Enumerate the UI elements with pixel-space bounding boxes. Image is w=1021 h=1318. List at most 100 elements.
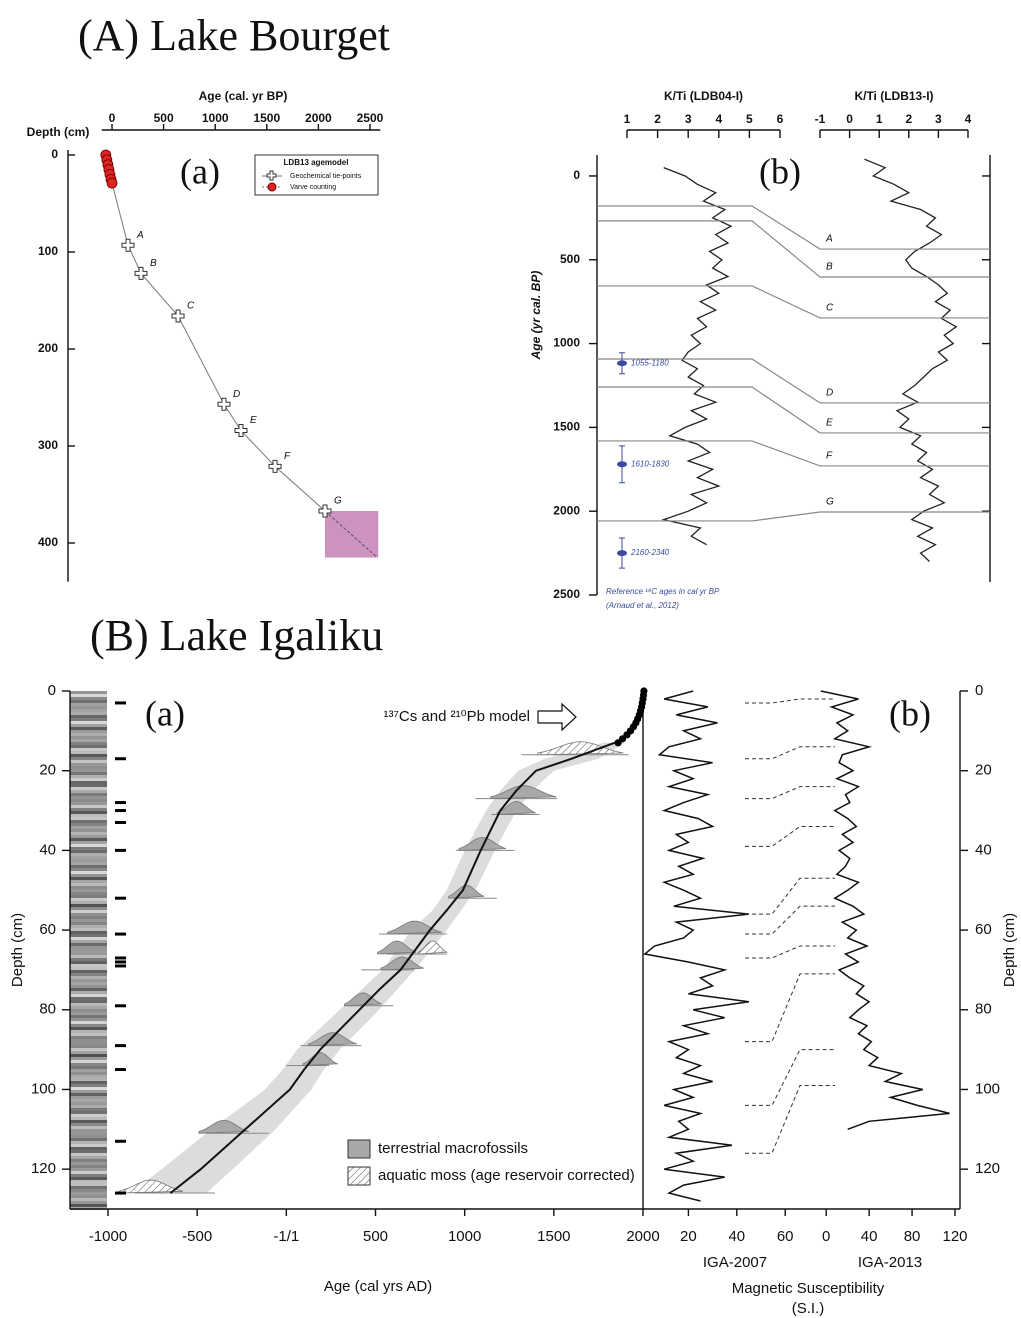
core-image xyxy=(70,691,107,1210)
date-distribution xyxy=(458,836,507,851)
core-stripe xyxy=(70,1174,107,1177)
core-stripe xyxy=(70,973,107,976)
legend-label: aquatic moss (age reservoir corrected) xyxy=(378,1167,635,1184)
core-stripe xyxy=(70,994,107,997)
y-tick-label: 0 xyxy=(51,147,58,161)
date-distribution xyxy=(490,785,557,799)
core-stripe xyxy=(70,742,107,745)
reference-label: 2160-2340 xyxy=(630,548,670,557)
tie-label: C xyxy=(826,303,834,314)
core-stripe xyxy=(70,985,107,988)
core-stripe xyxy=(70,991,107,994)
legend-label: Varve counting xyxy=(290,184,336,191)
core-stripe xyxy=(70,763,107,766)
core-stripe xyxy=(70,1036,107,1039)
pb-point xyxy=(614,739,622,747)
x-tick-label: -1000 xyxy=(89,1228,127,1245)
core-stripe xyxy=(70,1015,107,1018)
core-stripe xyxy=(70,1084,107,1087)
core-stripe xyxy=(70,850,107,853)
core-stripe xyxy=(70,1069,107,1072)
core-stripe xyxy=(70,982,107,985)
core-stripe xyxy=(70,808,107,811)
x-tick-label: 4 xyxy=(965,112,972,126)
core-stripe xyxy=(70,1099,107,1102)
y-tick-label: 500 xyxy=(560,252,580,266)
tie-point xyxy=(171,309,185,323)
tie-line xyxy=(745,1049,835,1106)
core-stripe xyxy=(70,1054,107,1057)
x-tick-label: 5 xyxy=(746,112,753,126)
panel-label: (a) xyxy=(145,693,185,733)
x-tick-label: 1000 xyxy=(202,111,229,125)
tie-line xyxy=(745,698,835,704)
y-tick-label: 0 xyxy=(48,682,56,699)
x-tick-label: 1 xyxy=(876,112,883,126)
core-stripe xyxy=(70,832,107,835)
y-tick-label: 300 xyxy=(38,438,58,452)
core-stripe xyxy=(70,970,107,973)
core-stripe xyxy=(70,880,107,883)
core-stripe xyxy=(70,772,107,775)
tie-point xyxy=(121,238,135,252)
core-stripe xyxy=(70,787,107,790)
x-axis-title: Magnetic Susceptibility xyxy=(732,1280,885,1297)
core-stripe xyxy=(70,937,107,940)
x-axis-title: K/Ti (LDB04-I) xyxy=(664,89,743,103)
core-stripe xyxy=(70,1123,107,1126)
reference-age xyxy=(617,550,627,557)
core-stripe xyxy=(70,1177,107,1180)
core-stripe xyxy=(70,1117,107,1120)
y-tick-label: 0 xyxy=(975,682,983,699)
core-stripe xyxy=(70,754,107,757)
tie-point xyxy=(318,504,332,518)
x-axis-title: K/Ti (LDB13-I) xyxy=(854,89,933,103)
core-stripe xyxy=(70,760,107,763)
core-stripe xyxy=(70,712,107,715)
x-tick-label: -1/1 xyxy=(273,1228,299,1245)
y-tick-label: 0 xyxy=(573,168,580,182)
core-stripe xyxy=(70,1093,107,1096)
core-stripe xyxy=(70,820,107,823)
core-stripe xyxy=(70,1201,107,1204)
date-distribution xyxy=(496,801,536,815)
point-label: E xyxy=(250,415,257,426)
panel-label: (b) xyxy=(759,151,801,191)
note: Reference ¹⁴C ages in cal yr BP xyxy=(606,587,720,596)
core-stripe xyxy=(70,868,107,871)
core-stripe xyxy=(70,943,107,946)
core-stripe xyxy=(70,958,107,961)
tie-line xyxy=(597,358,990,404)
date-distribution xyxy=(448,884,485,899)
x-tick-label: 500 xyxy=(363,1228,388,1245)
core-stripe xyxy=(70,1135,107,1138)
core-stripe xyxy=(70,1129,107,1132)
date-distribution xyxy=(118,1179,184,1194)
tie-label: A xyxy=(825,234,833,245)
core-stripe xyxy=(70,1030,107,1033)
core-stripe xyxy=(70,811,107,814)
tie-line xyxy=(597,205,990,250)
x-tick-label: 1 xyxy=(624,112,631,126)
legend-symbol xyxy=(266,170,277,181)
date-distribution xyxy=(307,1032,358,1047)
x-axis-unit: (S.I.) xyxy=(792,1300,825,1317)
date-distribution xyxy=(537,741,624,756)
susceptibility-curve xyxy=(820,690,950,1131)
core-stripe xyxy=(70,952,107,955)
core-stripe xyxy=(70,877,107,880)
core-stripe xyxy=(70,1195,107,1198)
core-stripe xyxy=(70,775,107,778)
y-axis-title: Depth (cm) xyxy=(1001,913,1018,987)
core-stripe xyxy=(70,883,107,886)
x-tick-label: 1500 xyxy=(537,1228,570,1245)
core-stripe xyxy=(70,1204,107,1207)
core-stripe xyxy=(70,895,107,898)
core-stripe xyxy=(70,1003,107,1006)
x-tick-label: 1000 xyxy=(448,1228,481,1245)
series-label: IGA-2013 xyxy=(858,1254,922,1271)
core-stripe xyxy=(70,793,107,796)
core-stripe xyxy=(70,1096,107,1099)
core-stripe xyxy=(70,796,107,799)
core-stripe xyxy=(70,826,107,829)
